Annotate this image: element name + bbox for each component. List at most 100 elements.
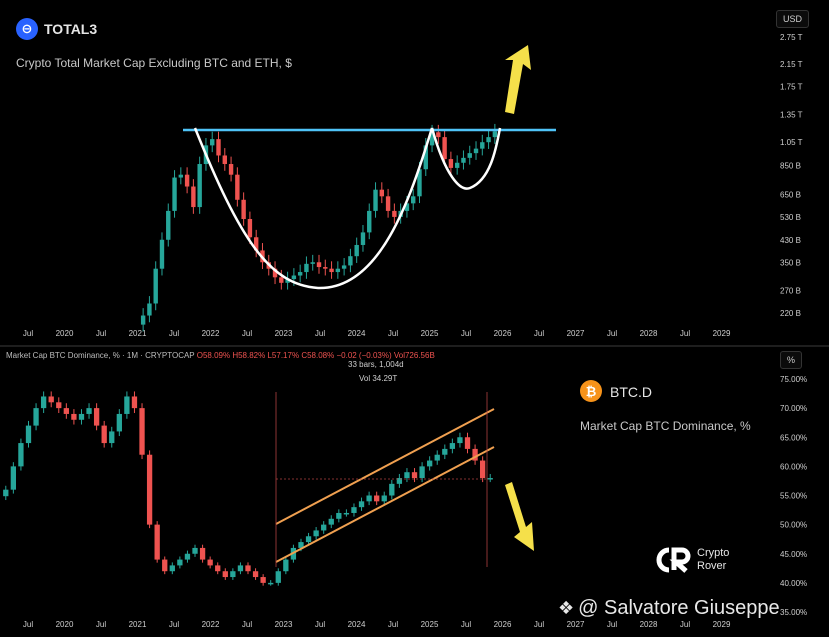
y-tick-label: 65.00% [780,433,807,442]
candle [310,262,315,264]
candle [374,495,380,502]
x-tick-label: 2022 [202,329,220,338]
y-tick-label: 2.75 T [780,33,803,42]
x-tick-label: 2021 [129,329,147,338]
candle [487,478,493,480]
candle [434,454,440,461]
handle-curve [430,127,502,190]
x-tick-label: Jul [461,620,471,629]
legend-volume: Vol726.56B [393,351,435,360]
candle [116,413,122,432]
x-tick-label: 2023 [275,620,293,629]
x-tick-label: 2029 [713,620,731,629]
y-tick-label: 40.00% [780,579,807,588]
x-tick-label: 2023 [275,329,293,338]
x-tick-label: Jul [388,329,398,338]
x-tick-label: Jul [96,620,106,629]
candle [279,277,284,283]
candle [341,265,347,269]
y-tick-label: 430 B [780,236,801,245]
candle [199,547,206,560]
candle [48,396,54,403]
y-tick-label: 1.35 T [780,111,803,120]
candle [367,210,372,233]
candle [237,565,244,572]
btcd-description: Market Cap BTC Dominance, % [580,419,751,433]
candle [241,199,246,220]
candle [419,466,425,479]
candle [348,256,353,266]
y-tick-label: 50.00% [780,521,807,530]
x-tick-label: 2020 [56,329,74,338]
candle [304,263,309,273]
btcd-unit-button[interactable]: % [780,351,803,369]
candle [272,268,278,278]
x-tick-label: Jul [169,329,179,338]
x-tick-label: 2028 [640,620,658,629]
y-tick-label: 70.00% [780,404,807,413]
candle [411,472,418,479]
bitcoin-logo-icon: ₿ [580,380,602,402]
down-arrow-icon [505,482,534,551]
btcd-chart-svg[interactable]: 75.00% 70.00% 65.00% 60.00% 55.00% 50.00% 45.0… [0,347,829,637]
y-tick-label: 55.00% [780,492,807,501]
candle [389,483,395,496]
candle [159,239,165,269]
vol-info-label: Vol 34.29T [359,374,398,383]
total3-chart-panel[interactable]: 2.75 T 2.15 T 1.75 T 1.35 T 1.05 T 850 B 650 B… [0,0,829,345]
candle [56,402,62,409]
candle [147,303,152,316]
candle [222,155,227,165]
candle [404,472,410,479]
diamond-icon: ❖ [558,598,575,618]
total3-chart-svg[interactable]: 2.75 T 2.15 T 1.75 T 1.35 T 1.05 T 850 B 650 B… [0,0,829,345]
candle [480,142,485,149]
candle [423,145,428,170]
channel-upper-line [275,408,495,525]
candle [216,139,221,156]
candle [18,443,24,467]
x-tick-label: Jul [680,329,690,338]
candle [184,553,191,560]
brand-line1: Crypto [697,547,730,559]
candle [392,210,397,217]
x-tick-label: Jul [315,329,325,338]
crypto-rover-logo: Crypto Rover [653,546,729,574]
candle [351,507,357,513]
y-tick-label: 75.00% [780,375,807,384]
candle [436,132,441,138]
candle [354,244,359,257]
candle [449,443,456,449]
candle [291,275,297,280]
candle [358,501,365,508]
candle [3,489,9,497]
y-tick-label: 650 B [780,191,801,200]
candle [93,408,100,426]
candle [313,530,319,537]
x-tick-label: 2022 [202,620,220,629]
candle [473,148,479,154]
candle [109,431,115,444]
candle [486,137,491,143]
x-tick-label: Jul [23,329,33,338]
total3-currency-button[interactable]: USD [776,10,810,28]
total3-logo-icon: ⊖ [16,18,38,40]
channel-lower-line [275,446,495,563]
pane-divider[interactable] [0,345,829,347]
candle [268,582,274,585]
candle [335,268,341,273]
x-tick-label: 2024 [348,620,366,629]
btcd-legend: Market Cap BTC Dominance, % · 1M · CRYPT… [6,351,435,360]
candle [78,413,85,420]
candle [86,408,92,414]
x-tick-label: 2027 [567,329,585,338]
x-tick-label: Jul [242,620,252,629]
watermark: ❖ @ Salvatore Giuseppe [558,597,780,620]
legend-open: O58.09% [196,351,231,360]
crypto-rover-text: Crypto Rover [697,547,729,573]
candle [178,174,184,178]
x-tick-label: 2028 [640,329,658,338]
candle [454,162,460,168]
btcd-chart-panel[interactable]: 75.00% 70.00% 65.00% 60.00% 55.00% 50.00% 45.0… [0,347,829,637]
candle [245,565,251,572]
